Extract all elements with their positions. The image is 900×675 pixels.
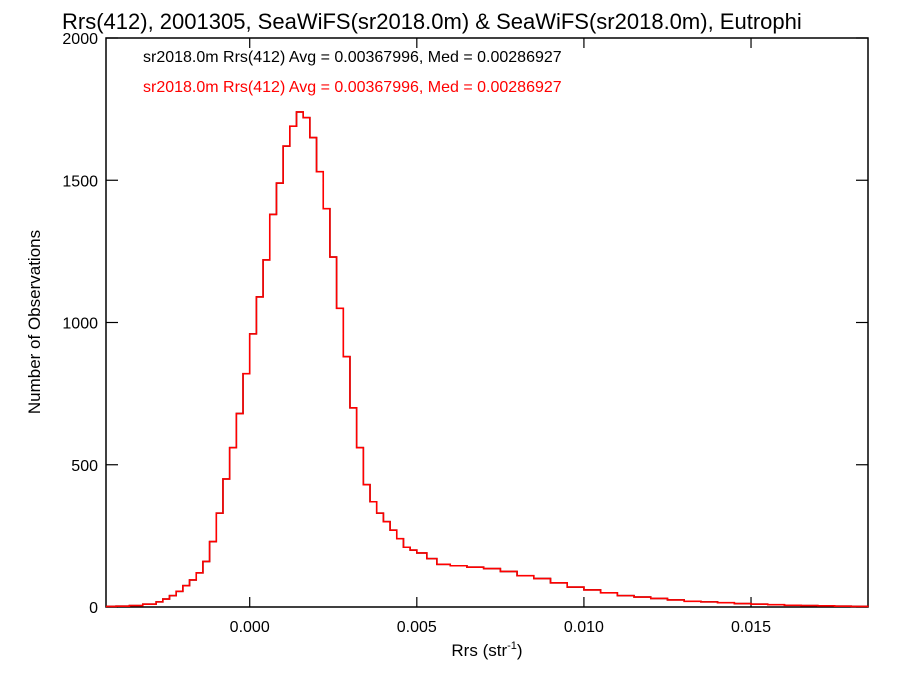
x-axis-ticks: 0.000 0.005 0.010 0.015 xyxy=(230,38,771,636)
plot-frame xyxy=(105,37,869,608)
y-tick-label-4: 2000 xyxy=(62,31,98,48)
y-tick-label-1: 500 xyxy=(71,458,98,475)
series-line-1 xyxy=(106,111,869,608)
x-tick-label-2: 0.010 xyxy=(564,619,604,636)
y-tick-label-0: 0 xyxy=(89,600,98,617)
series-layer xyxy=(106,111,869,608)
y-tick-label-2: 1000 xyxy=(62,316,98,333)
x-axis-label-close: ) xyxy=(517,641,523,660)
series-line-2 xyxy=(106,111,869,608)
y-tick-label-3: 1500 xyxy=(62,173,98,190)
x-axis-label-main: Rrs (str xyxy=(451,641,507,660)
y-axis-ticks: 0 500 1000 1500 2000 xyxy=(62,31,868,617)
legend-entry-2: sr2018.0m Rrs(412) Avg = 0.00367996, Med… xyxy=(143,79,562,96)
x-tick-label-1: 0.005 xyxy=(397,619,437,636)
x-tick-label-0: 0.000 xyxy=(230,619,270,636)
legend-entry-1: sr2018.0m Rrs(412) Avg = 0.00367996, Med… xyxy=(143,49,562,66)
chart-title: Rrs(412), 2001305, SeaWiFS(sr2018.0m) & … xyxy=(62,9,802,34)
y-axis-label: Number of Observations xyxy=(25,230,44,414)
x-axis-label: Rrs (str-1) xyxy=(451,640,522,660)
x-tick-label-3: 0.015 xyxy=(731,619,771,636)
x-axis-label-sup: -1 xyxy=(507,640,517,652)
